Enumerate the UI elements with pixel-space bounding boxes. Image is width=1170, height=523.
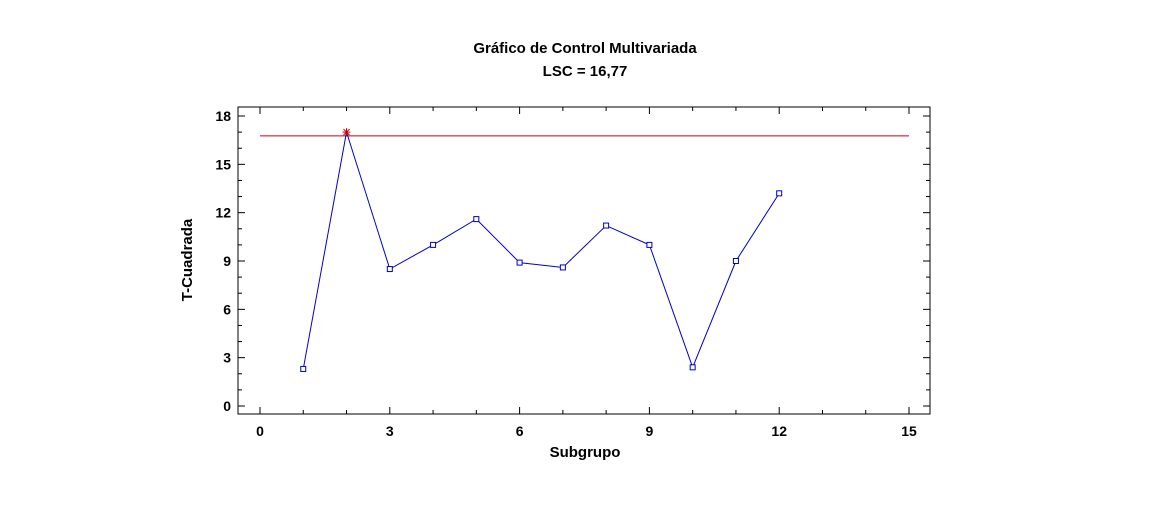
y-axis-label: T-Cuadrada: [179, 218, 196, 301]
data-point: [430, 241, 437, 248]
y-tick-label: 3: [223, 350, 231, 366]
data-point: [646, 241, 653, 248]
out-of-control-point: [342, 128, 351, 137]
y-tick-label: 9: [223, 253, 231, 269]
data-point: [559, 264, 566, 271]
series-layer: [300, 128, 783, 372]
data-point: [776, 190, 783, 197]
data-point: [386, 266, 393, 273]
chart-subtitle: LSC = 16,77: [543, 63, 628, 80]
axis-ticks: 0 3 6 9 12 15 18 0 3 6 9 12 15: [215, 107, 930, 439]
plot-frame: [237, 106, 931, 415]
x-tick-label: 3: [386, 423, 394, 439]
y-tick-label: 0: [223, 398, 231, 414]
data-point: [732, 258, 739, 264]
x-tick-label: 12: [771, 423, 787, 439]
x-tick-label: 15: [901, 423, 917, 439]
x-tick-label: 6: [516, 423, 524, 439]
x-tick-label: 9: [646, 423, 654, 439]
series-line: [302, 131, 780, 370]
x-axis-label: Subgrupo: [550, 444, 621, 461]
data-point: [516, 259, 523, 266]
y-tick-label: 12: [215, 205, 231, 221]
data-point: [603, 222, 610, 229]
data-point: [300, 365, 307, 372]
y-tick-label: 18: [215, 108, 231, 124]
chart-title: Gráfico de Control Multivariada: [473, 40, 697, 57]
y-tick-label: 6: [223, 301, 231, 317]
data-point: [473, 216, 480, 223]
data-point: [689, 364, 696, 371]
x-tick-label: 0: [256, 423, 264, 439]
y-tick-label: 15: [215, 156, 231, 172]
